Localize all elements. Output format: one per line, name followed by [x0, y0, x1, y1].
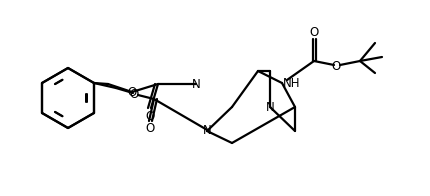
Text: O: O — [145, 122, 155, 134]
Text: O: O — [127, 85, 137, 99]
Text: O: O — [129, 87, 138, 101]
Text: O: O — [145, 110, 155, 122]
Text: NH: NH — [283, 76, 301, 90]
Text: O: O — [332, 60, 341, 73]
Text: N: N — [266, 101, 274, 113]
Text: O: O — [309, 25, 319, 38]
Text: N: N — [203, 124, 212, 138]
Text: N: N — [192, 77, 200, 91]
